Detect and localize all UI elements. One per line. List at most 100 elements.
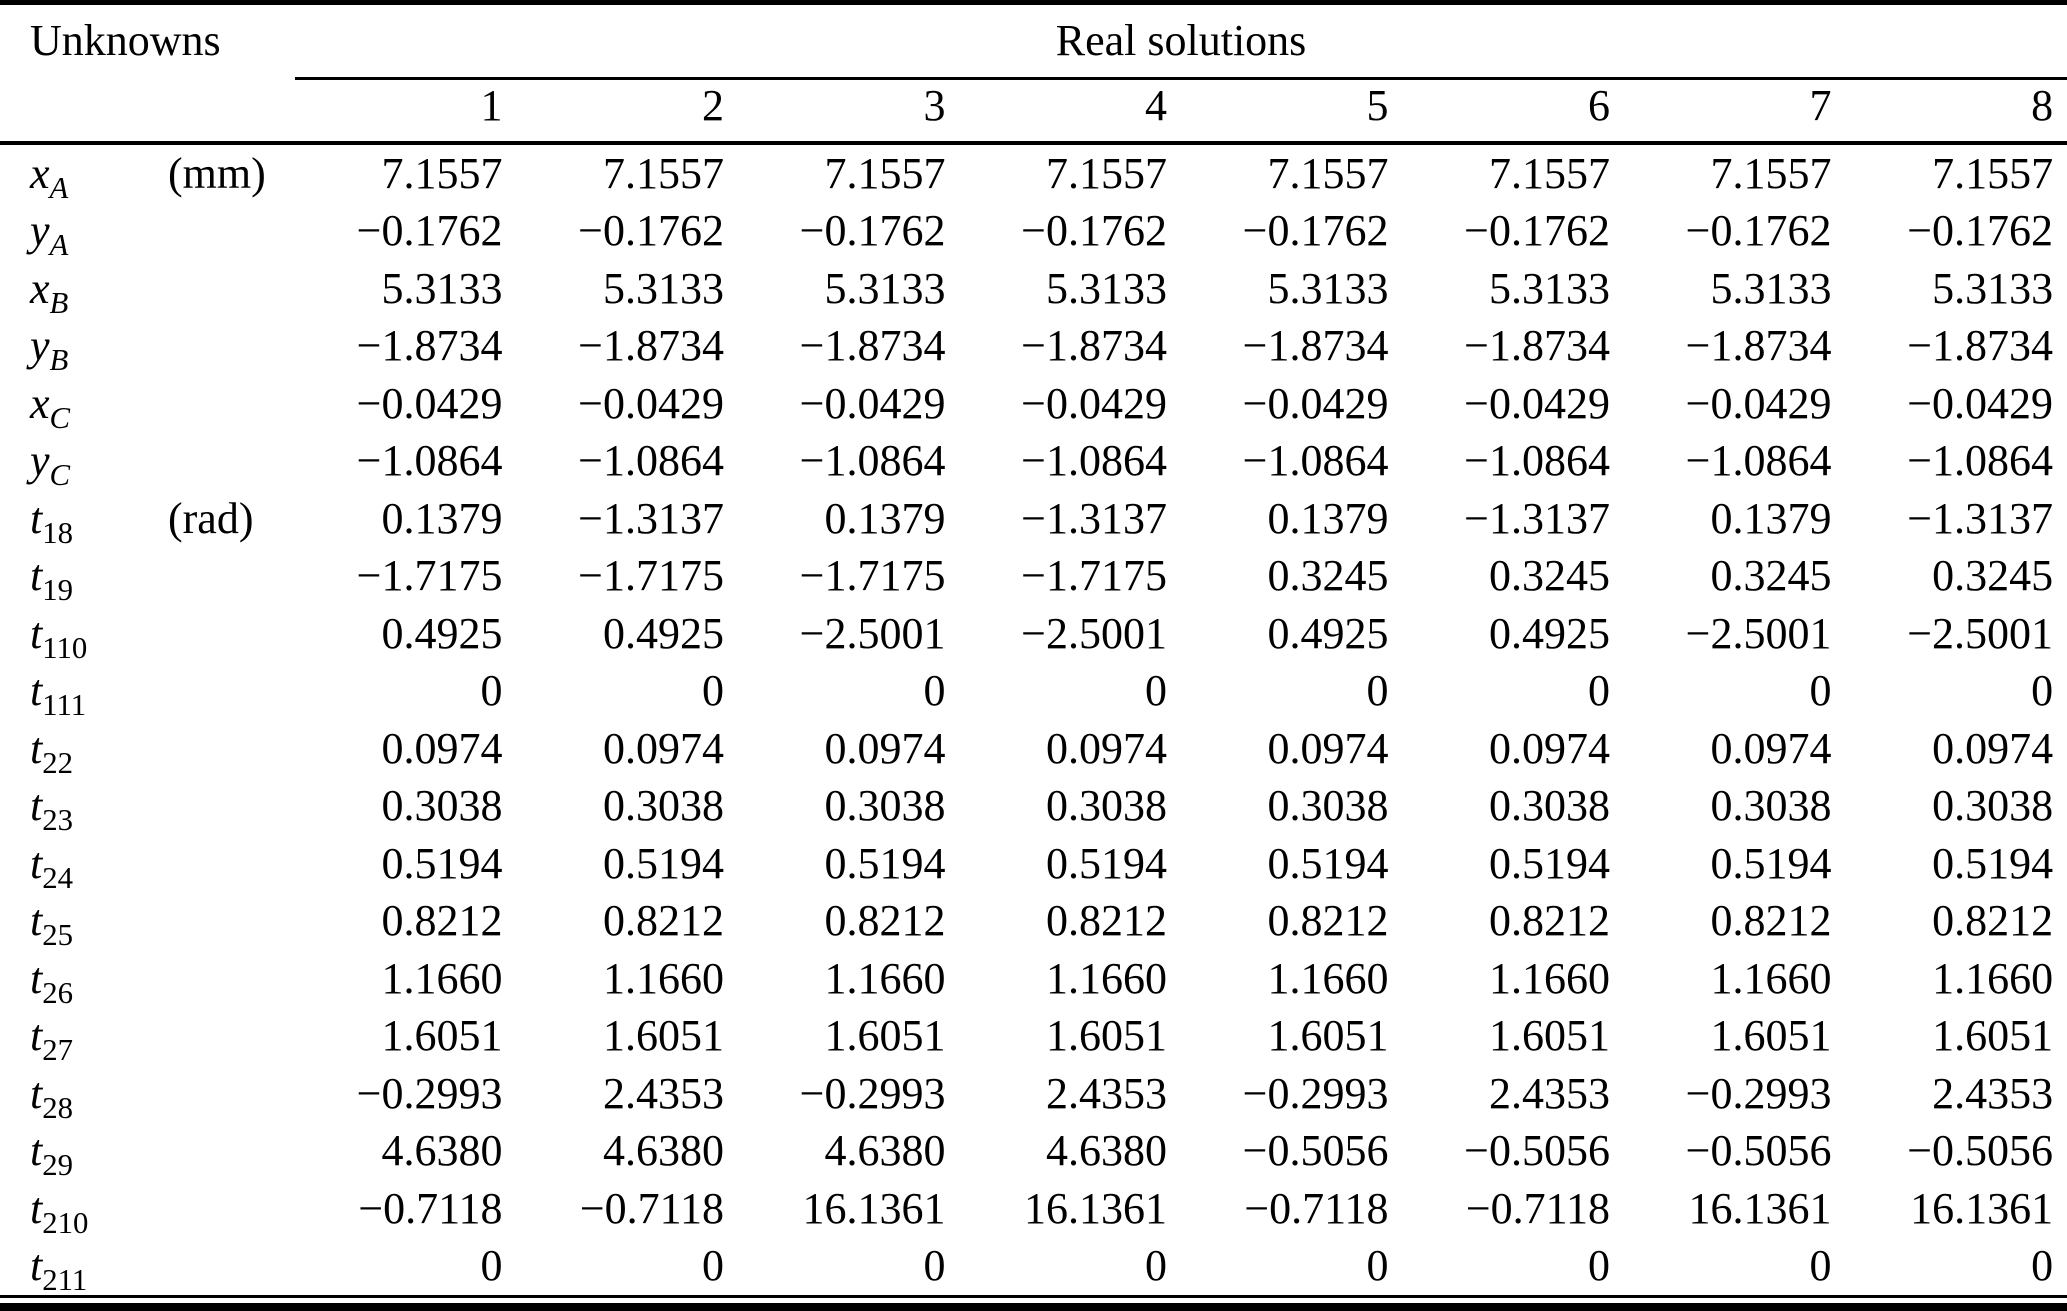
value-cell: 0 (1845, 1237, 2067, 1298)
value-cell: −0.5056 (1464, 1126, 1610, 1175)
unit-label: (rad) (168, 493, 254, 543)
value-cell: 0 (1181, 1237, 1403, 1298)
row-label: t24 (30, 838, 74, 895)
row-label: t18 (30, 493, 74, 550)
value-cell: −1.3137 (1907, 493, 2054, 543)
value-cell: −2.5001 (1907, 608, 2054, 658)
value-cell: 0.3038 (1046, 781, 1167, 830)
row-label: t111 (30, 666, 87, 722)
value-cell: 0 (1402, 1237, 1624, 1298)
value-cell: 7.1557 (1046, 148, 1167, 198)
value-cell: −1.7175 (356, 551, 503, 600)
value-cell: 1.6051 (1267, 1011, 1389, 1060)
value-cell: 0.5194 (824, 838, 946, 888)
value-cell: −1.8734 (1685, 321, 1832, 370)
value-cell: 1.6051 (381, 1011, 503, 1060)
value-cell: −0.0429 (1464, 378, 1610, 428)
unit-label (135, 1122, 295, 1180)
value-cell: 1.6051 (603, 1011, 724, 1060)
value-cell: 0 (1588, 666, 1610, 715)
value-cell: 1.6051 (1046, 1011, 1167, 1060)
value-cell: −1.0864 (356, 436, 503, 485)
value-cell: 7.1557 (381, 148, 503, 198)
row-label: yB (30, 321, 69, 377)
table-row: t29 4.6380 4.6380 4.6380 4.6380 −0.5056 −0.505… (0, 1122, 2067, 1180)
value-cell: 7.1557 (603, 148, 724, 198)
value-cell: 0 (1366, 666, 1389, 715)
value-cell: −0.1762 (578, 206, 724, 255)
row-label: t27 (30, 1011, 74, 1067)
value-cell: 0.8212 (824, 896, 946, 945)
value-cell: 0.0974 (1046, 723, 1167, 773)
value-cell: 5.3133 (1267, 263, 1389, 313)
value-cell: 0.5194 (1046, 838, 1167, 888)
row-label: xB (30, 263, 69, 320)
table-body: xA (mm) 7.1557 7.1557 7.1557 7.1557 7.1557 7.15… (0, 143, 2067, 1298)
table-row: xC −0.0429 −0.0429 −0.0429 −0.0429 −0.0429 −0.… (0, 375, 2067, 433)
unit-label (135, 1065, 295, 1123)
value-cell: 0 (295, 1237, 517, 1298)
value-cell: 1.6051 (1710, 1011, 1832, 1060)
value-cell: 16.1361 (1910, 1183, 2054, 1233)
unit-label (135, 892, 295, 950)
value-cell: 0.0974 (1267, 723, 1389, 773)
value-cell: 5.3133 (603, 263, 724, 313)
value-cell: 0.3245 (1710, 551, 1832, 600)
empty-header-cell (0, 78, 295, 145)
unit-label (135, 835, 295, 893)
value-cell: 0.3038 (1932, 781, 2054, 830)
value-cell: 0.8212 (603, 896, 724, 945)
value-cell: −0.0429 (1021, 378, 1167, 428)
value-cell: −2.5001 (1021, 608, 1167, 658)
solution-column-header: 1 (295, 78, 517, 145)
unit-label (135, 202, 295, 260)
value-cell: 1.1660 (1489, 953, 1610, 1003)
value-cell: −0.2993 (1685, 1068, 1832, 1118)
value-cell: −1.3137 (1464, 493, 1610, 543)
value-cell: 0.0974 (1932, 723, 2054, 773)
value-cell: 0 (1145, 666, 1167, 715)
value-cell: 0.3038 (824, 781, 946, 830)
value-cell: −0.0429 (1685, 378, 1832, 428)
value-cell: 0.0974 (1489, 723, 1610, 773)
unit-label (135, 777, 295, 835)
value-cell: −0.7118 (1244, 1183, 1389, 1233)
value-cell: −0.0429 (578, 378, 724, 428)
value-cell: −0.1762 (1685, 206, 1832, 255)
value-cell: −1.3137 (578, 493, 724, 543)
real-solutions-header: Real solutions (295, 5, 2067, 80)
row-label: t22 (30, 723, 74, 780)
value-cell: 0.8212 (1046, 896, 1167, 945)
value-cell: 16.1361 (1024, 1183, 1167, 1233)
value-cell: −0.1762 (356, 206, 503, 255)
value-cell: 0.4925 (603, 608, 724, 658)
value-cell: 0.3038 (1267, 781, 1389, 830)
row-label: t29 (30, 1126, 74, 1182)
value-cell: 0 (1624, 1237, 1846, 1298)
value-cell: −1.7175 (799, 551, 946, 600)
value-cell: 7.1557 (1710, 148, 1832, 198)
table-row: t26 1.1660 1.1660 1.1660 1.1660 1.1660 1.1660 1… (0, 950, 2067, 1008)
value-cell: 0 (2031, 666, 2054, 715)
solution-column-header: 7 (1624, 78, 1846, 145)
value-cell: 0 (480, 666, 503, 715)
table-row: t27 1.6051 1.6051 1.6051 1.6051 1.6051 1.6051 1… (0, 1007, 2067, 1065)
value-cell: 7.1557 (1267, 148, 1389, 198)
row-label: xC (30, 378, 71, 435)
table-row: t19 −1.7175 −1.7175 −1.7175 −1.7175 0.3245 0.3… (0, 547, 2067, 605)
value-cell: 4.6380 (1046, 1126, 1167, 1175)
value-cell: 0.4925 (1489, 608, 1610, 658)
value-cell: 5.3133 (1489, 263, 1610, 313)
value-cell: −1.7175 (578, 551, 724, 600)
value-cell: −0.1762 (1021, 206, 1167, 255)
value-cell: 1.1660 (1046, 953, 1167, 1003)
value-cell: 0.0974 (381, 723, 503, 773)
value-cell: 16.1361 (802, 1183, 946, 1233)
value-cell: −1.8734 (799, 321, 946, 370)
value-cell: 0 (1809, 666, 1832, 715)
table-row: t28 −0.2993 2.4353 −0.2993 2.4353 −0.2993 2.43… (0, 1065, 2067, 1123)
solution-column-header: 6 (1402, 78, 1624, 145)
table-row: yB −1.8734 −1.8734 −1.8734 −1.8734 −1.8734 −1.… (0, 317, 2067, 375)
unit-label (135, 547, 295, 605)
